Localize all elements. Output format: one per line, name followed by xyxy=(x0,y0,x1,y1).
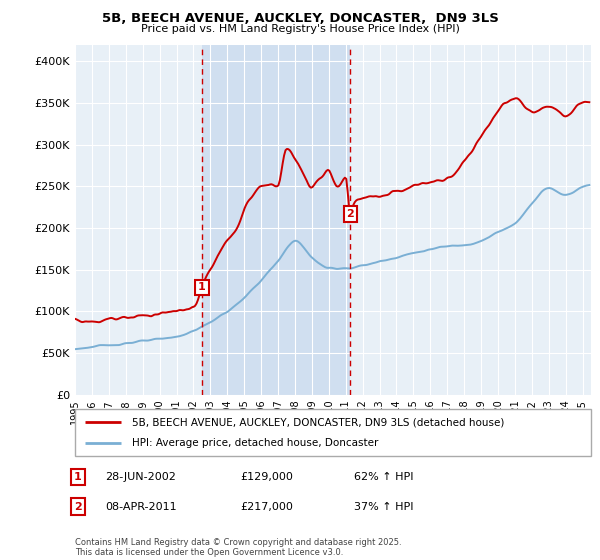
Text: 62% ↑ HPI: 62% ↑ HPI xyxy=(354,472,413,482)
FancyBboxPatch shape xyxy=(75,409,591,456)
Text: 08-APR-2011: 08-APR-2011 xyxy=(105,502,176,512)
Text: Contains HM Land Registry data © Crown copyright and database right 2025.
This d: Contains HM Land Registry data © Crown c… xyxy=(75,538,401,557)
Text: 37% ↑ HPI: 37% ↑ HPI xyxy=(354,502,413,512)
Text: 5B, BEECH AVENUE, AUCKLEY, DONCASTER,  DN9 3LS: 5B, BEECH AVENUE, AUCKLEY, DONCASTER, DN… xyxy=(101,12,499,25)
Bar xyxy=(202,45,350,395)
Text: 1: 1 xyxy=(198,282,206,292)
Text: 28-JUN-2002: 28-JUN-2002 xyxy=(105,472,176,482)
Text: 1: 1 xyxy=(74,472,82,482)
Text: £217,000: £217,000 xyxy=(240,502,293,512)
Text: 2: 2 xyxy=(74,502,82,512)
Text: 2: 2 xyxy=(346,209,354,219)
Text: £129,000: £129,000 xyxy=(240,472,293,482)
Text: 5B, BEECH AVENUE, AUCKLEY, DONCASTER, DN9 3LS (detached house): 5B, BEECH AVENUE, AUCKLEY, DONCASTER, DN… xyxy=(132,417,504,427)
Text: HPI: Average price, detached house, Doncaster: HPI: Average price, detached house, Donc… xyxy=(132,438,378,448)
Text: Price paid vs. HM Land Registry's House Price Index (HPI): Price paid vs. HM Land Registry's House … xyxy=(140,24,460,34)
